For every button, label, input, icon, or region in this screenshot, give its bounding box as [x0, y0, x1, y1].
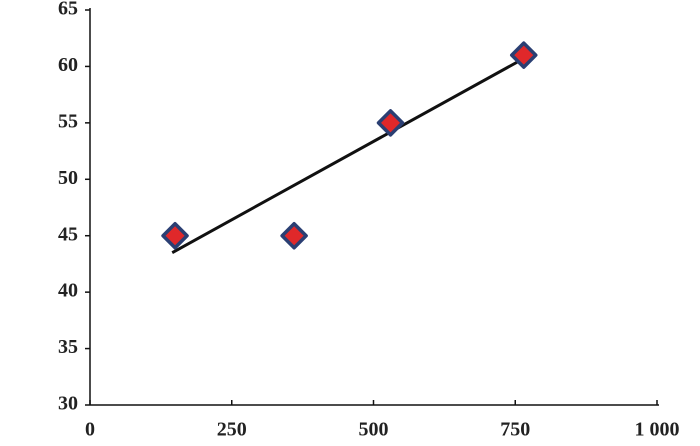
x-tick-label: 750 [500, 419, 530, 441]
point [510, 41, 538, 69]
y-tick-label: 35 [58, 336, 78, 358]
x-tick-label: 1 000 [635, 419, 680, 441]
x-tick-label: 0 [85, 419, 95, 441]
y-tick-label: 65 [58, 0, 78, 20]
trend-line [171, 54, 529, 254]
y-tick-label: 30 [58, 393, 78, 415]
point [376, 109, 405, 137]
y-tick-label: 60 [58, 54, 78, 76]
y-tick-label: 50 [58, 167, 78, 189]
y-tick-label: 55 [58, 110, 78, 132]
point [280, 221, 308, 250]
y-tick-label: 45 [58, 223, 78, 245]
x-tick-label: 500 [359, 419, 389, 441]
x-tick-label: 250 [217, 419, 247, 441]
y-tick-label: 40 [58, 280, 78, 302]
point [161, 221, 189, 250]
